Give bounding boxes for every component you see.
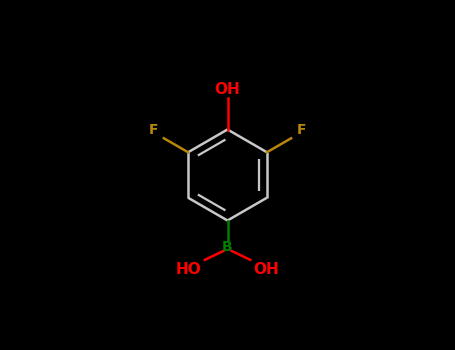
Text: OH: OH [254, 262, 279, 276]
Text: F: F [296, 122, 306, 136]
Text: F: F [149, 122, 159, 136]
Text: B: B [222, 240, 233, 254]
Text: HO: HO [176, 262, 201, 276]
Text: OH: OH [215, 82, 240, 97]
